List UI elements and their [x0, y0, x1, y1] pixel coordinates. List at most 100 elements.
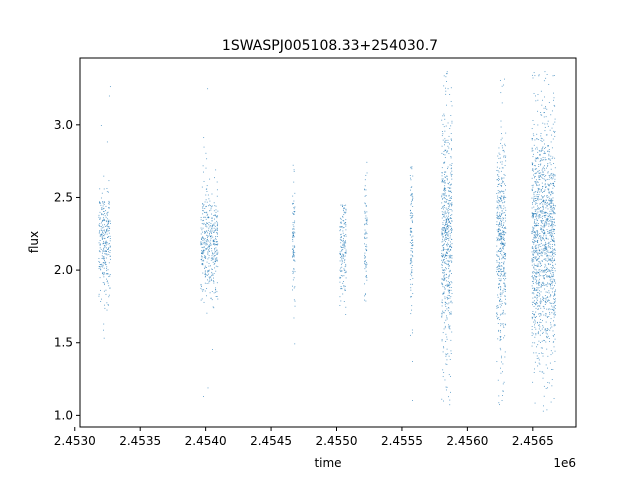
scatter-point: [540, 286, 542, 288]
scatter-point: [410, 247, 412, 249]
scatter-point: [448, 213, 450, 215]
scatter-point: [203, 289, 205, 291]
scatter-point: [498, 402, 500, 404]
scatter-point: [499, 205, 501, 207]
scatter-point: [537, 190, 539, 192]
scatter-point: [108, 230, 110, 232]
scatter-point: [500, 306, 502, 308]
scatter-point: [99, 217, 101, 219]
scatter-point: [536, 273, 538, 275]
scatter-point: [442, 302, 444, 304]
scatter-point: [447, 297, 449, 299]
scatter-point: [502, 255, 504, 257]
scatter-point: [214, 258, 216, 260]
scatter-point: [449, 233, 451, 235]
scatter-point: [541, 114, 543, 116]
scatter-point: [341, 226, 343, 227]
scatter-point: [550, 232, 552, 234]
scatter-point: [445, 236, 447, 238]
scatter-point: [412, 239, 414, 241]
scatter-point: [550, 303, 552, 305]
scatter-point: [442, 224, 444, 225]
scatter-point: [537, 198, 539, 200]
scatter-point: [203, 216, 205, 218]
scatter-point: [211, 193, 213, 195]
scatter-point: [451, 120, 453, 122]
scatter-point: [215, 296, 217, 297]
scatter-point: [204, 266, 206, 268]
scatter-point: [209, 292, 211, 294]
x-tick-label: 2.4550: [316, 434, 358, 448]
scatter-point: [497, 218, 499, 219]
scatter-point: [544, 248, 546, 250]
scatter-point: [541, 260, 543, 262]
scatter-point: [552, 341, 554, 343]
scatter-point: [365, 264, 367, 266]
scatter-point: [533, 257, 535, 259]
scatter-point: [443, 208, 444, 210]
scatter-point: [108, 276, 110, 278]
scatter-point: [341, 259, 343, 261]
scatter-point: [502, 147, 504, 149]
scatter-point: [501, 293, 503, 295]
scatter-point: [538, 324, 540, 326]
scatter-point: [531, 148, 533, 150]
scatter-point: [550, 255, 552, 257]
scatter-point: [446, 226, 448, 228]
scatter-point: [214, 215, 216, 217]
scatter-point: [450, 192, 452, 193]
scatter-point: [450, 214, 452, 216]
scatter-point: [543, 277, 544, 279]
scatter-point: [540, 251, 542, 253]
scatter-point: [546, 275, 548, 277]
scatter-point: [553, 313, 555, 315]
scatter-point: [550, 202, 552, 204]
scatter-point: [554, 167, 556, 169]
scatter-point: [540, 246, 542, 247]
scatter-point: [449, 312, 451, 314]
scatter-point: [202, 240, 204, 242]
scatter-point: [545, 222, 547, 224]
scatter-point: [544, 215, 546, 217]
scatter-point: [444, 261, 446, 263]
scatter-point: [501, 254, 503, 256]
scatter-point: [344, 259, 345, 261]
scatter-point: [203, 243, 205, 245]
scatter-point: [443, 271, 445, 273]
scatter-point: [540, 229, 542, 231]
scatter-point: [550, 318, 552, 320]
scatter-point: [500, 292, 502, 294]
scatter-point: [448, 260, 450, 262]
scatter-point: [534, 322, 536, 324]
scatter-point: [201, 231, 203, 233]
scatter-point: [505, 209, 507, 211]
scatter-point: [103, 235, 105, 236]
scatter-point: [451, 220, 452, 222]
scatter-point: [293, 256, 295, 258]
scatter-point: [502, 236, 504, 238]
scatter-point: [410, 258, 411, 260]
scatter-point: [550, 324, 552, 326]
scatter-point: [499, 200, 501, 202]
scatter-point: [546, 348, 548, 350]
scatter-point: [552, 213, 554, 215]
scatter-point: [540, 90, 542, 92]
scatter-point: [442, 133, 444, 135]
scatter-point: [553, 185, 555, 187]
scatter-point: [544, 300, 546, 302]
scatter-point: [206, 211, 208, 213]
scatter-point: [443, 189, 445, 191]
scatter-point: [533, 165, 535, 167]
scatter-point: [442, 270, 444, 272]
scatter-point: [101, 222, 102, 224]
scatter-point: [341, 249, 343, 251]
scatter-point: [542, 371, 544, 373]
scatter-point: [210, 244, 212, 246]
scatter-point: [446, 308, 448, 310]
scatter-point: [500, 268, 502, 270]
scatter-point: [412, 332, 413, 334]
scatter-point: [109, 287, 111, 289]
scatter-point: [552, 208, 554, 210]
scatter-point: [105, 240, 107, 242]
scatter-point: [541, 174, 543, 176]
